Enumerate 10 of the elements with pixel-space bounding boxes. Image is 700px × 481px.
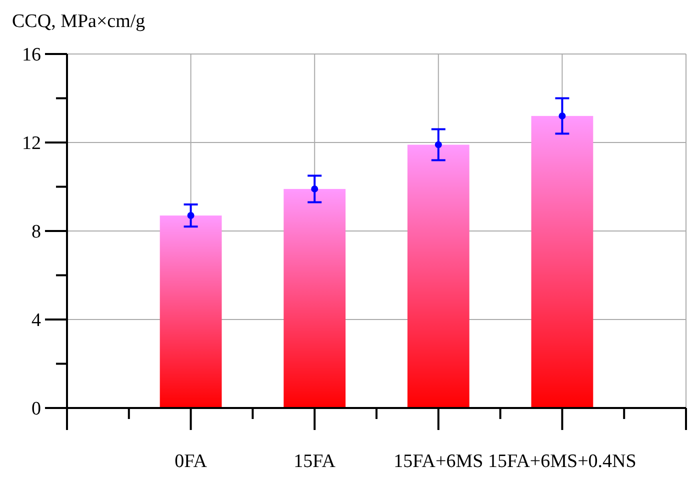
y-tick-label: 12: [22, 133, 41, 154]
y-tick-label: 4: [32, 310, 42, 332]
y-tick-label: 16: [22, 44, 41, 66]
x-tick-label: 15FA: [294, 451, 336, 472]
x-tick-label: 15FA+6MS: [394, 451, 484, 472]
x-tick-label: 0FA: [174, 451, 208, 472]
y-axis-title: CCQ, MPa×cm/g: [12, 11, 146, 32]
y-tick-label: 0: [32, 398, 41, 420]
y-tick-label: 8: [32, 222, 41, 243]
x-tick-label: 15FA+6MS+0.4NS: [488, 451, 636, 472]
